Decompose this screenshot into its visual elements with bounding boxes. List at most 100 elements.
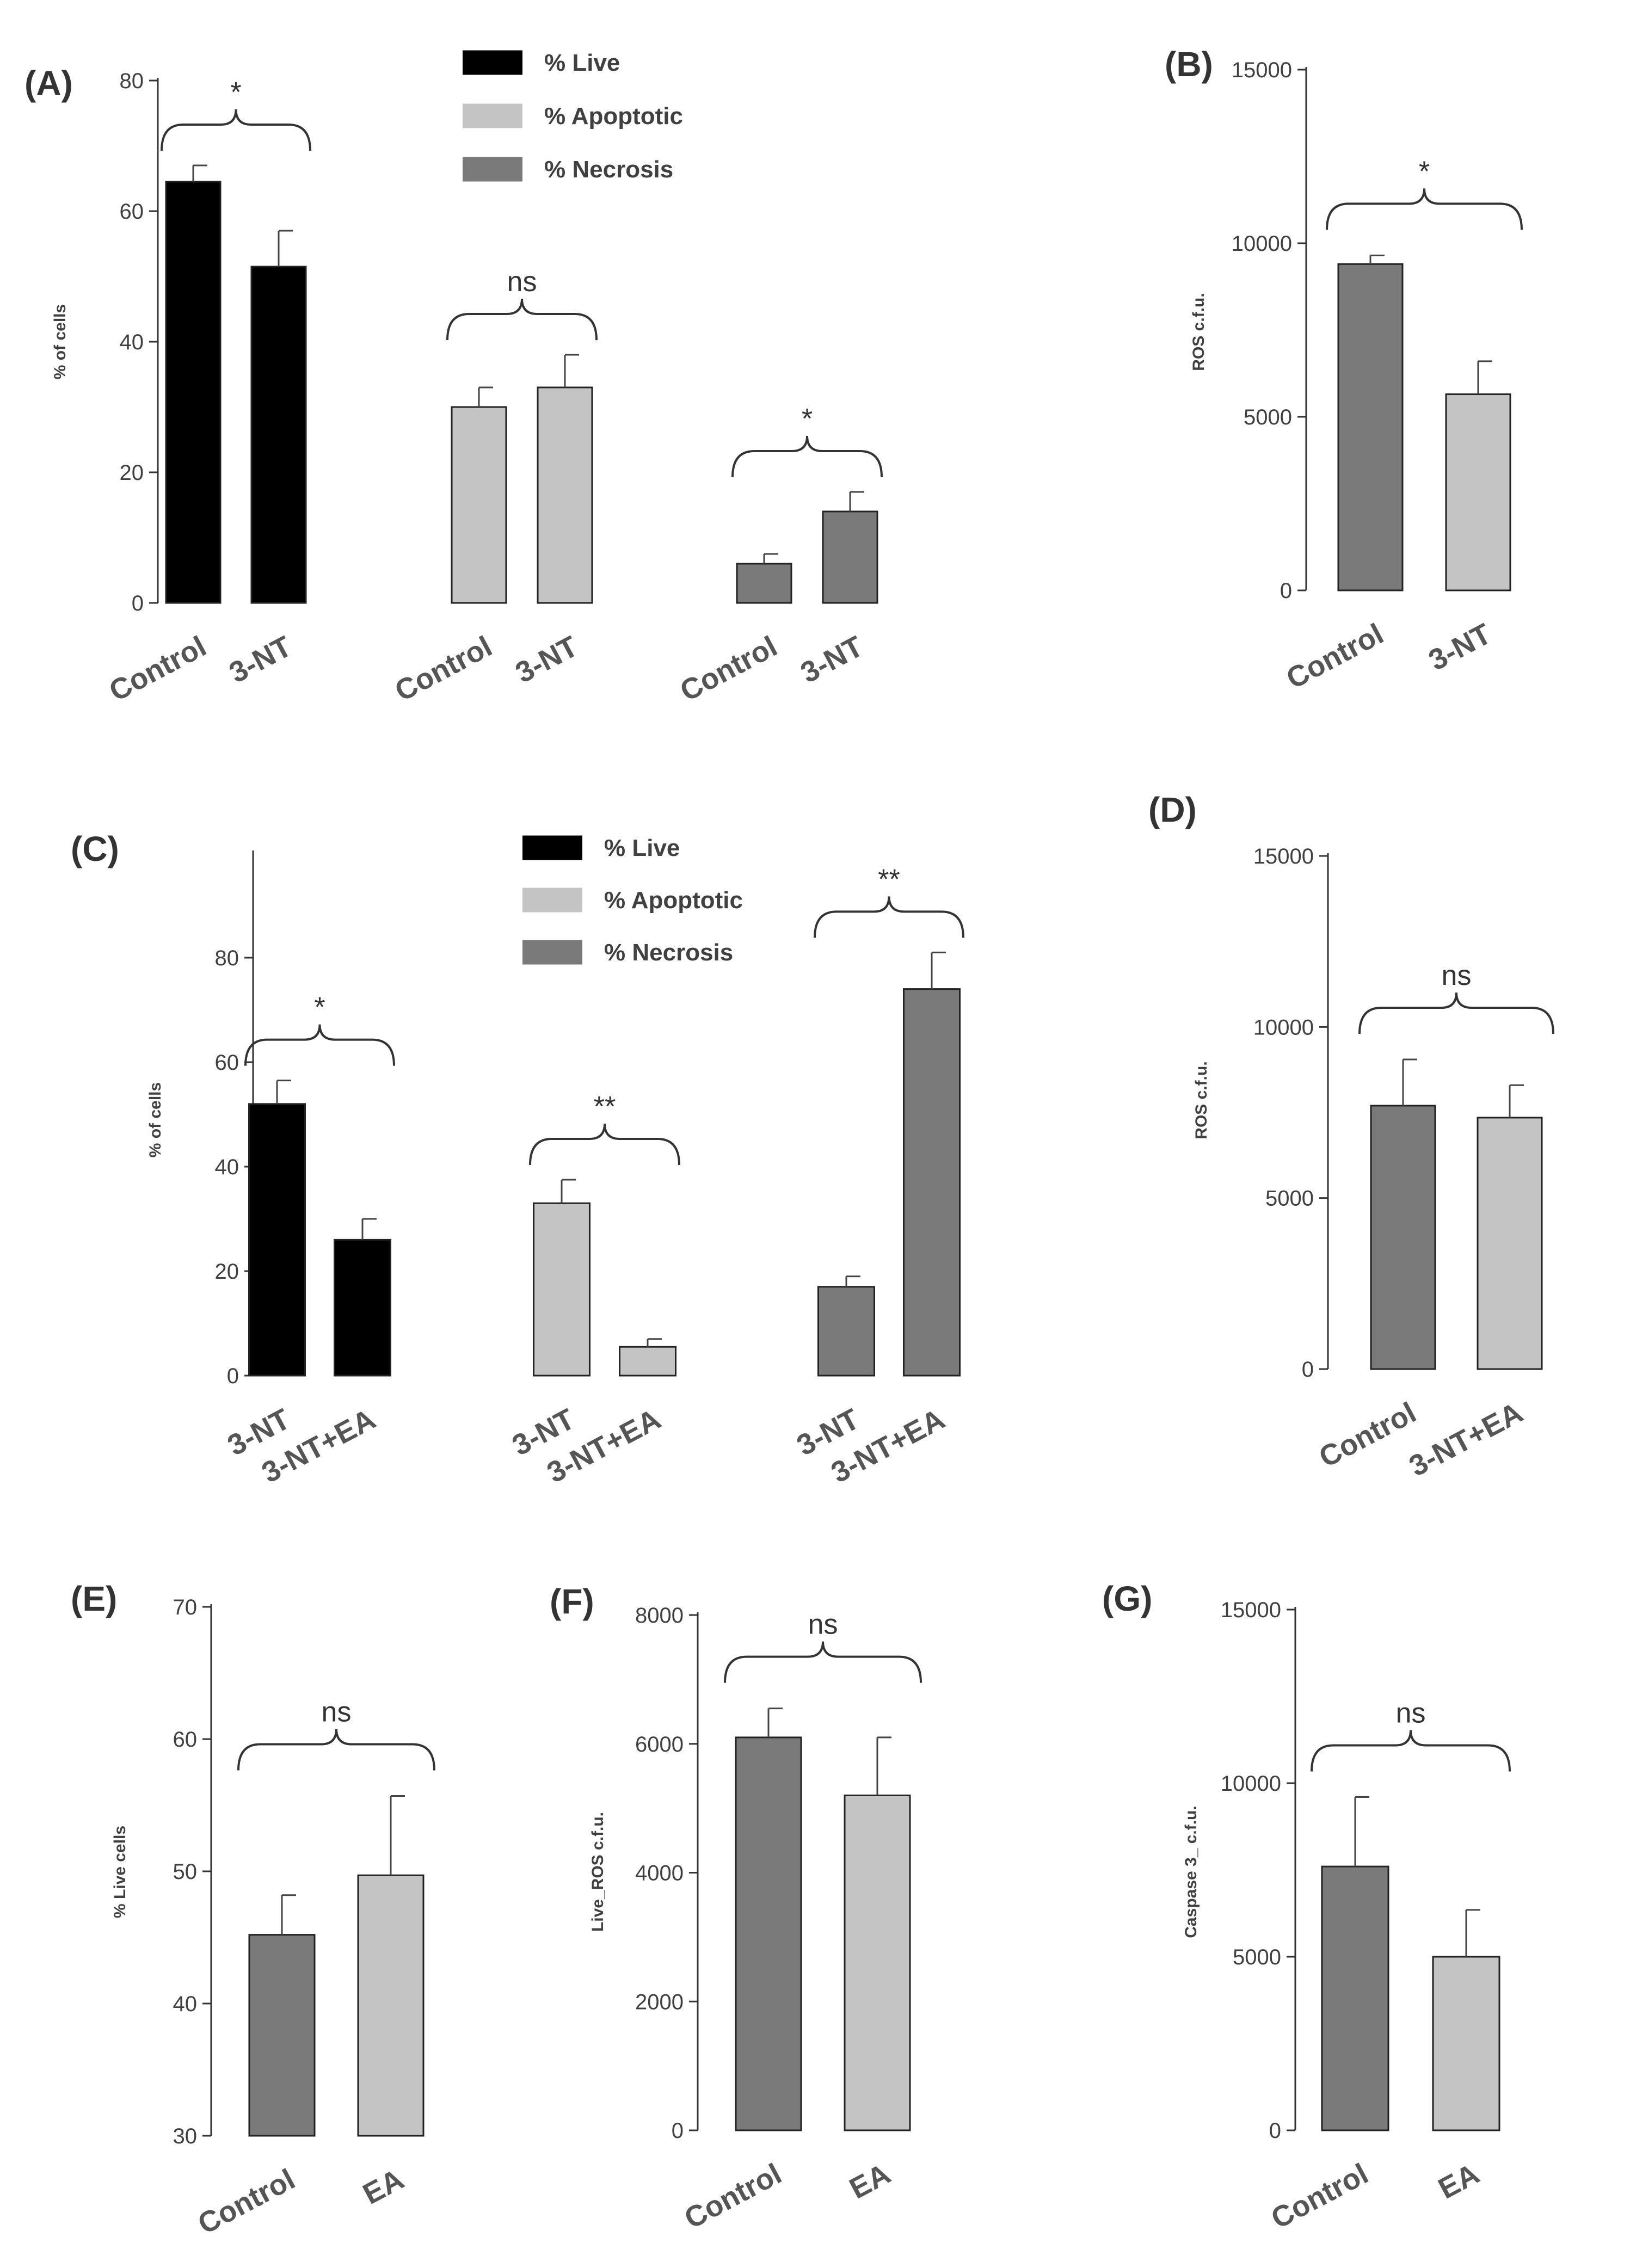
y-tick-label: 80	[120, 69, 144, 93]
bar-g2-0	[736, 563, 792, 604]
bar-g0-1	[334, 1238, 391, 1377]
significance-label: ns	[322, 1696, 352, 1728]
bar-g1-0	[533, 1202, 591, 1377]
y-tick-label: 5000	[1265, 1187, 1314, 1211]
y-tick-label: 0	[1302, 1358, 1314, 1382]
bar-g0-1	[250, 266, 307, 604]
significance-bracket-1	[1326, 188, 1523, 230]
significance-bracket-0-2	[731, 435, 883, 478]
y-axis-label: ROS c.f.u.	[1192, 1061, 1210, 1139]
y-tick-label: 20	[120, 461, 144, 485]
y-tick-label: 0	[132, 591, 144, 615]
significance-bracket-0-1	[446, 298, 598, 341]
significance-label: **	[594, 1091, 616, 1123]
legend-entry: % Live	[544, 50, 620, 76]
category-label: Control	[1266, 2158, 1374, 2235]
significance-label: ns	[507, 266, 537, 298]
y-tick-label: 80	[215, 946, 239, 970]
y-tick-label: 15000	[1221, 1598, 1281, 1622]
category-label: Control	[193, 2163, 300, 2241]
y-tick-label: 60	[120, 200, 144, 224]
category-label: Control	[1281, 618, 1389, 695]
legend-entry: % Necrosis	[544, 156, 673, 183]
bar-0	[1370, 1105, 1436, 1370]
category-label: EA	[358, 2163, 409, 2211]
y-tick-label: 4000	[635, 1862, 684, 1885]
y-tick-label: 10000	[1221, 1772, 1281, 1796]
legend-swatch	[463, 50, 522, 75]
y-tick-label: 60	[173, 1728, 198, 1752]
y-tick-label: 40	[215, 1155, 239, 1179]
y-tick-label: 6000	[635, 1733, 684, 1757]
significance-bracket-4	[237, 1729, 435, 1771]
y-tick-label: 5000	[1244, 405, 1292, 429]
category-label: Control	[675, 630, 783, 708]
panel-label: (C)	[71, 829, 119, 868]
y-tick-label: 70	[173, 1595, 198, 1619]
bar-g1-1	[537, 386, 593, 604]
legend-swatch	[522, 888, 582, 913]
bar-0	[248, 1934, 316, 2137]
significance-label: ns	[1442, 960, 1472, 991]
category-label: 3-NT	[510, 630, 583, 689]
bar-g1-1	[619, 1346, 676, 1377]
bar-g0-0	[248, 1103, 306, 1377]
y-axis-label: % of cells	[146, 1082, 164, 1157]
y-tick-label: 20	[215, 1260, 239, 1284]
y-tick-label: 50	[173, 1860, 198, 1884]
significance-label: ns	[1396, 1698, 1426, 1729]
y-tick-label: 0	[227, 1364, 239, 1388]
bar-g0-0	[165, 181, 222, 604]
legend-swatch	[522, 835, 582, 860]
category-label: Control	[679, 2158, 787, 2235]
category-label: EA	[1433, 2158, 1484, 2205]
bar-1	[1432, 1956, 1500, 2131]
legend-entry: % Live	[604, 835, 680, 861]
bar-g2-0	[817, 1286, 875, 1377]
legend-swatch	[463, 157, 522, 182]
bar-1	[1477, 1117, 1543, 1370]
y-tick-label: 0	[672, 2119, 684, 2143]
y-tick-label: 15000	[1232, 58, 1292, 82]
bar-1	[1445, 393, 1511, 591]
y-tick-label: 10000	[1253, 1015, 1314, 1039]
panel-label: (B)	[1165, 45, 1213, 84]
legend-entry: % Necrosis	[604, 939, 733, 966]
y-tick-label: 2000	[635, 1990, 684, 2014]
significance-label: *	[1419, 156, 1430, 187]
category-label: Control	[104, 630, 212, 708]
panel-label: (E)	[71, 1579, 117, 1618]
legend-swatch	[463, 103, 522, 128]
category-label: 3-NT	[224, 630, 297, 689]
bar-0	[1337, 263, 1404, 591]
category-label: Control	[390, 630, 497, 708]
legend-entry: % Apoptotic	[604, 887, 743, 914]
y-tick-label: 8000	[635, 1604, 684, 1628]
significance-bracket-0-0	[161, 109, 311, 151]
significance-label: *	[802, 403, 813, 435]
significance-bracket-2-0	[244, 1024, 395, 1066]
bar-1	[844, 1794, 911, 2131]
y-tick-label: 30	[173, 2124, 198, 2148]
panel-label: (A)	[24, 64, 73, 103]
y-tick-label: 5000	[1233, 1945, 1281, 1969]
bar-g2-1	[822, 510, 878, 604]
y-tick-label: 40	[173, 1992, 198, 2016]
bar-0	[735, 1736, 802, 2131]
legend-entry: % Apoptotic	[544, 103, 683, 130]
significance-label: *	[230, 77, 241, 108]
panel-label: (D)	[1148, 790, 1197, 829]
bar-g1-0	[451, 406, 507, 604]
category-label: 3-NT	[1424, 618, 1497, 677]
significance-bracket-2-1	[529, 1123, 680, 1166]
significance-label: **	[878, 864, 900, 895]
significance-bracket-5	[724, 1641, 922, 1683]
significance-bracket-2-2	[814, 896, 964, 938]
significance-bracket-6	[1311, 1730, 1511, 1772]
y-tick-label: 0	[1280, 579, 1292, 603]
bar-0	[1321, 1865, 1389, 2131]
y-tick-label: 0	[1269, 2119, 1281, 2143]
y-axis-label: % Live cells	[111, 1826, 129, 1918]
significance-label: ns	[808, 1609, 838, 1641]
category-label: EA	[844, 2158, 895, 2205]
